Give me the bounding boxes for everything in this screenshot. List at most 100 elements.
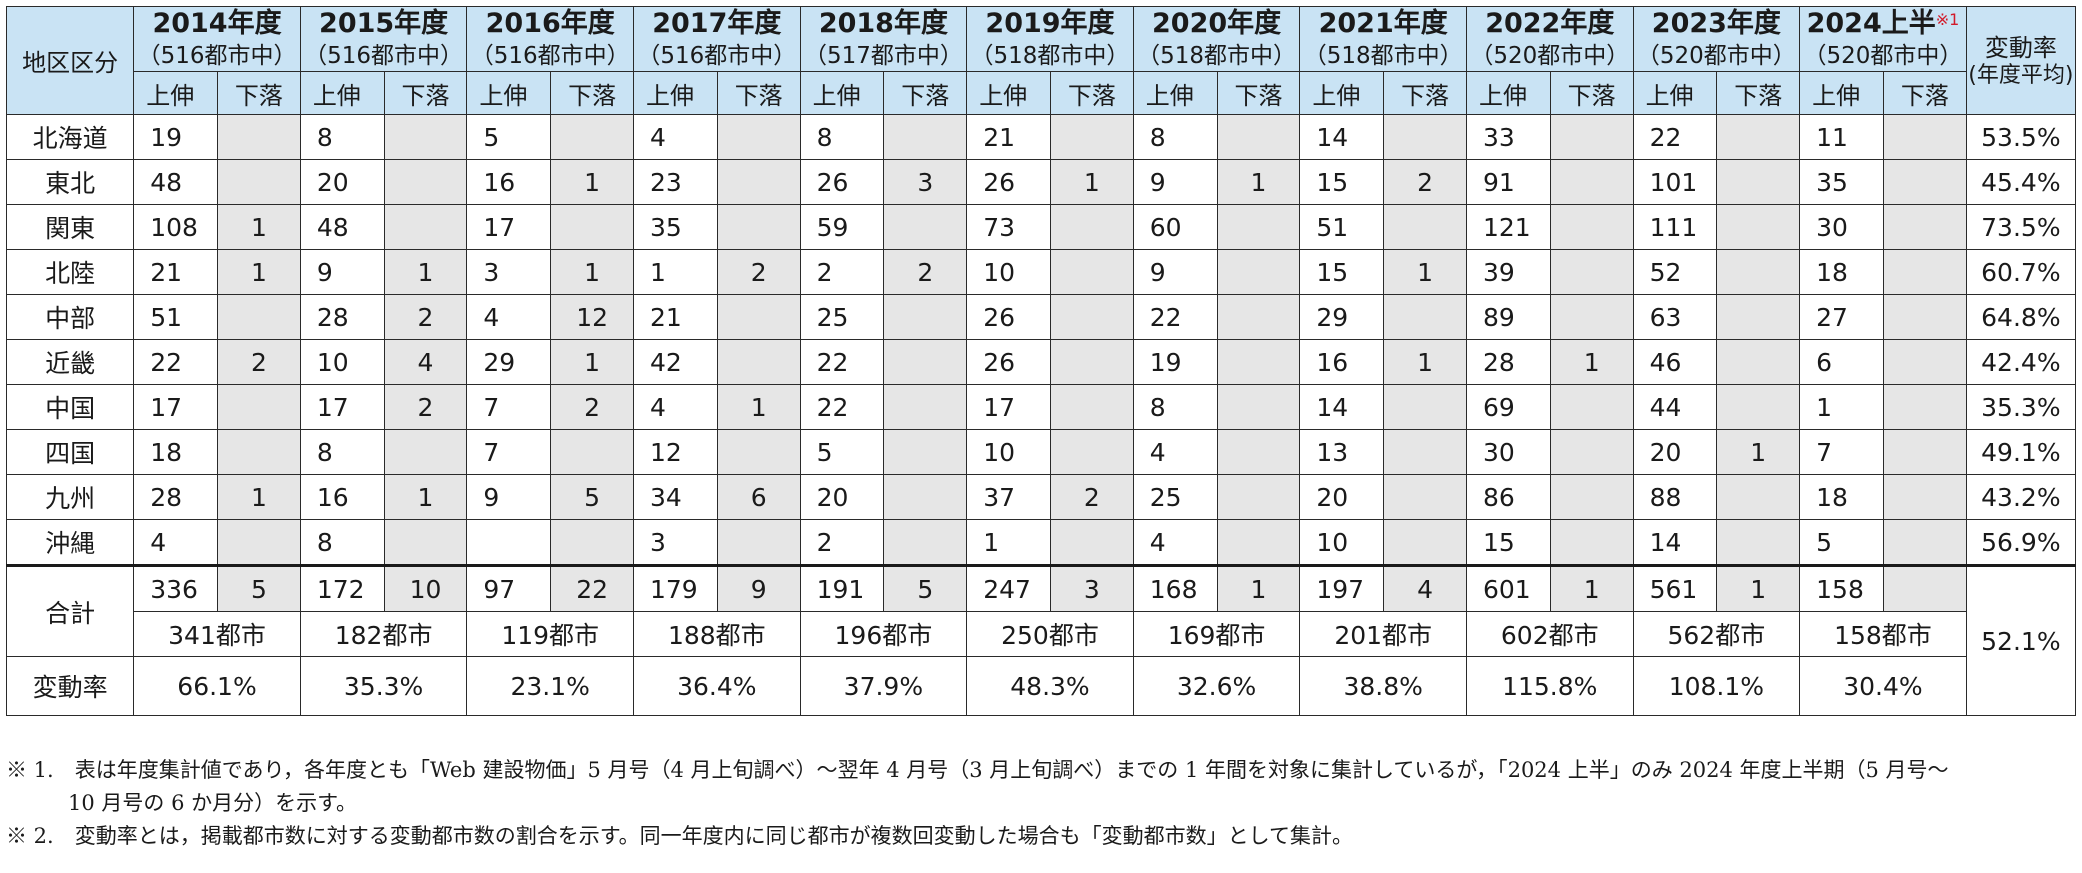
down-count-cell: [1383, 519, 1467, 566]
up-count-cell: 69: [1465, 384, 1551, 430]
variation-value-cell: 115.8%: [1465, 656, 1634, 716]
down-count-cell: [1216, 519, 1301, 566]
down-count-cell: 5: [550, 474, 634, 520]
up-count-cell: 5: [466, 114, 552, 160]
down-count-cell: [883, 204, 968, 250]
up-count-cell: 91: [1465, 159, 1551, 205]
total-up-cell: 336: [133, 564, 219, 612]
year-label: 2015年度: [301, 8, 466, 42]
total-up-cell: 197: [1299, 564, 1385, 612]
down-count-cell: [1882, 339, 1967, 385]
variation-value-cell: 36.4%: [633, 656, 801, 716]
down-count-cell: [1882, 519, 1967, 566]
year-city-count: （518都市中）: [1137, 43, 1297, 69]
up-count-cell: 4: [633, 384, 718, 430]
down-count-cell: 4: [383, 339, 468, 385]
down-count-cell: [1549, 474, 1634, 520]
down-count-cell: [1882, 204, 1967, 250]
total-down-cell: 5: [883, 564, 968, 612]
down-count-cell: 1: [217, 204, 301, 250]
year-label-text: 2014年度: [152, 8, 282, 39]
up-count-cell: 10: [1299, 519, 1385, 566]
total-up-cell: 179: [633, 564, 718, 612]
up-count-cell: 2: [799, 249, 885, 295]
down-count-cell: [217, 294, 301, 340]
down-count-cell: [1216, 339, 1301, 385]
up-count-cell: 63: [1632, 294, 1718, 340]
up-count-cell: 17: [966, 384, 1051, 430]
variation-value-cell: 37.9%: [799, 656, 968, 716]
up-count-cell: 18: [1799, 474, 1884, 520]
down-count-cell: 2: [1049, 474, 1134, 520]
total-cities-cell: 196都市: [799, 611, 968, 657]
total-down-cell: 1: [1716, 564, 1801, 612]
up-count-cell: 5: [1799, 519, 1884, 566]
up-count-cell: 108: [133, 204, 219, 250]
down-count-cell: [1716, 114, 1801, 160]
up-count-cell: [466, 519, 552, 566]
down-subheader: 下落: [550, 71, 634, 115]
up-subheader: 上伸: [1299, 71, 1385, 115]
variation-value-cell: 32.6%: [1132, 656, 1301, 716]
variation-value-cell: 23.1%: [466, 656, 634, 716]
up-count-cell: 1: [633, 249, 718, 295]
region-cell: 東北: [5, 159, 135, 205]
down-count-cell: [1549, 204, 1634, 250]
down-count-cell: [383, 159, 468, 205]
year-city-count: （520都市中）: [1803, 43, 1963, 69]
up-subheader: 上伸: [466, 71, 552, 115]
variation-value-cell: 38.8%: [1299, 656, 1467, 716]
up-count-cell: 48: [299, 204, 385, 250]
down-count-cell: [383, 519, 468, 566]
up-count-cell: 89: [1465, 294, 1551, 340]
up-count-cell: 1: [1799, 384, 1884, 430]
variation-label: 変動率: [5, 656, 135, 716]
down-count-cell: [1882, 159, 1967, 205]
down-count-cell: 1: [217, 474, 301, 520]
total-cities-cell: 188都市: [633, 611, 801, 657]
down-count-cell: [716, 519, 801, 566]
up-count-cell: 20: [1299, 474, 1385, 520]
down-count-cell: [716, 294, 801, 340]
up-count-cell: 9: [299, 249, 385, 295]
year-header: 2021年度 （518都市中）: [1299, 6, 1467, 72]
up-count-cell: 5: [799, 429, 885, 475]
city-price-change-table: 地区区分 2014年度 （516都市中） 2015年度 （516都市中） 2016年度 （5…: [5, 6, 2077, 716]
down-count-cell: 2: [716, 249, 801, 295]
down-count-cell: 2: [383, 384, 468, 430]
footnote-2: ※ 2. 変動率とは，掲載都市数に対する変動都市数の割合を示す。同一年度内に同じ…: [6, 824, 1353, 848]
year-label-text: 2016年度: [485, 8, 615, 39]
down-count-cell: [1549, 294, 1634, 340]
year-label: 2022年度: [1467, 8, 1632, 42]
down-count-cell: [883, 519, 968, 566]
down-count-cell: [1716, 159, 1801, 205]
up-count-cell: 14: [1299, 114, 1385, 160]
table-row: 近畿 22 2 10 4 29 1 42 22 26 19 16 1 28 1 46 6 42.4%: [5, 339, 2077, 385]
up-count-cell: 59: [799, 204, 885, 250]
year-label: 2014年度: [135, 8, 300, 42]
total-cities-cell: 602都市: [1465, 611, 1634, 657]
year-city-count: （518都市中）: [970, 43, 1130, 69]
up-count-cell: 22: [1132, 294, 1218, 340]
up-count-cell: 33: [1465, 114, 1551, 160]
up-subheader: 上伸: [1632, 71, 1718, 115]
down-count-cell: [883, 384, 968, 430]
down-count-cell: [883, 429, 968, 475]
down-count-cell: 2: [883, 249, 968, 295]
up-count-cell: 111: [1632, 204, 1718, 250]
up-count-cell: 73: [966, 204, 1051, 250]
total-down-cell: [1882, 564, 1967, 612]
rate-cell: 73.5%: [1965, 204, 2077, 250]
rate-cell: 64.8%: [1965, 294, 2077, 340]
up-count-cell: 17: [466, 204, 552, 250]
down-count-cell: [550, 114, 634, 160]
total-down-cell: 10: [383, 564, 468, 612]
header-row-subcolumns: 上伸 下落 上伸 下落 上伸 下落 上伸 下落 上伸 下落 上伸 下落 上伸 下落 上伸 下落 上伸 下落 上伸 下落…: [7, 71, 2076, 115]
up-count-cell: 26: [799, 159, 885, 205]
rate-header-subtitle: (年度平均): [1968, 62, 2074, 88]
total-row-cities: 341都市 182都市 119都市 188都市 196都市 250都市 169都市 201都市…: [7, 611, 2076, 657]
down-count-cell: [1383, 294, 1467, 340]
down-count-cell: [217, 429, 301, 475]
up-count-cell: 3: [633, 519, 718, 566]
down-count-cell: 1: [1716, 429, 1801, 475]
